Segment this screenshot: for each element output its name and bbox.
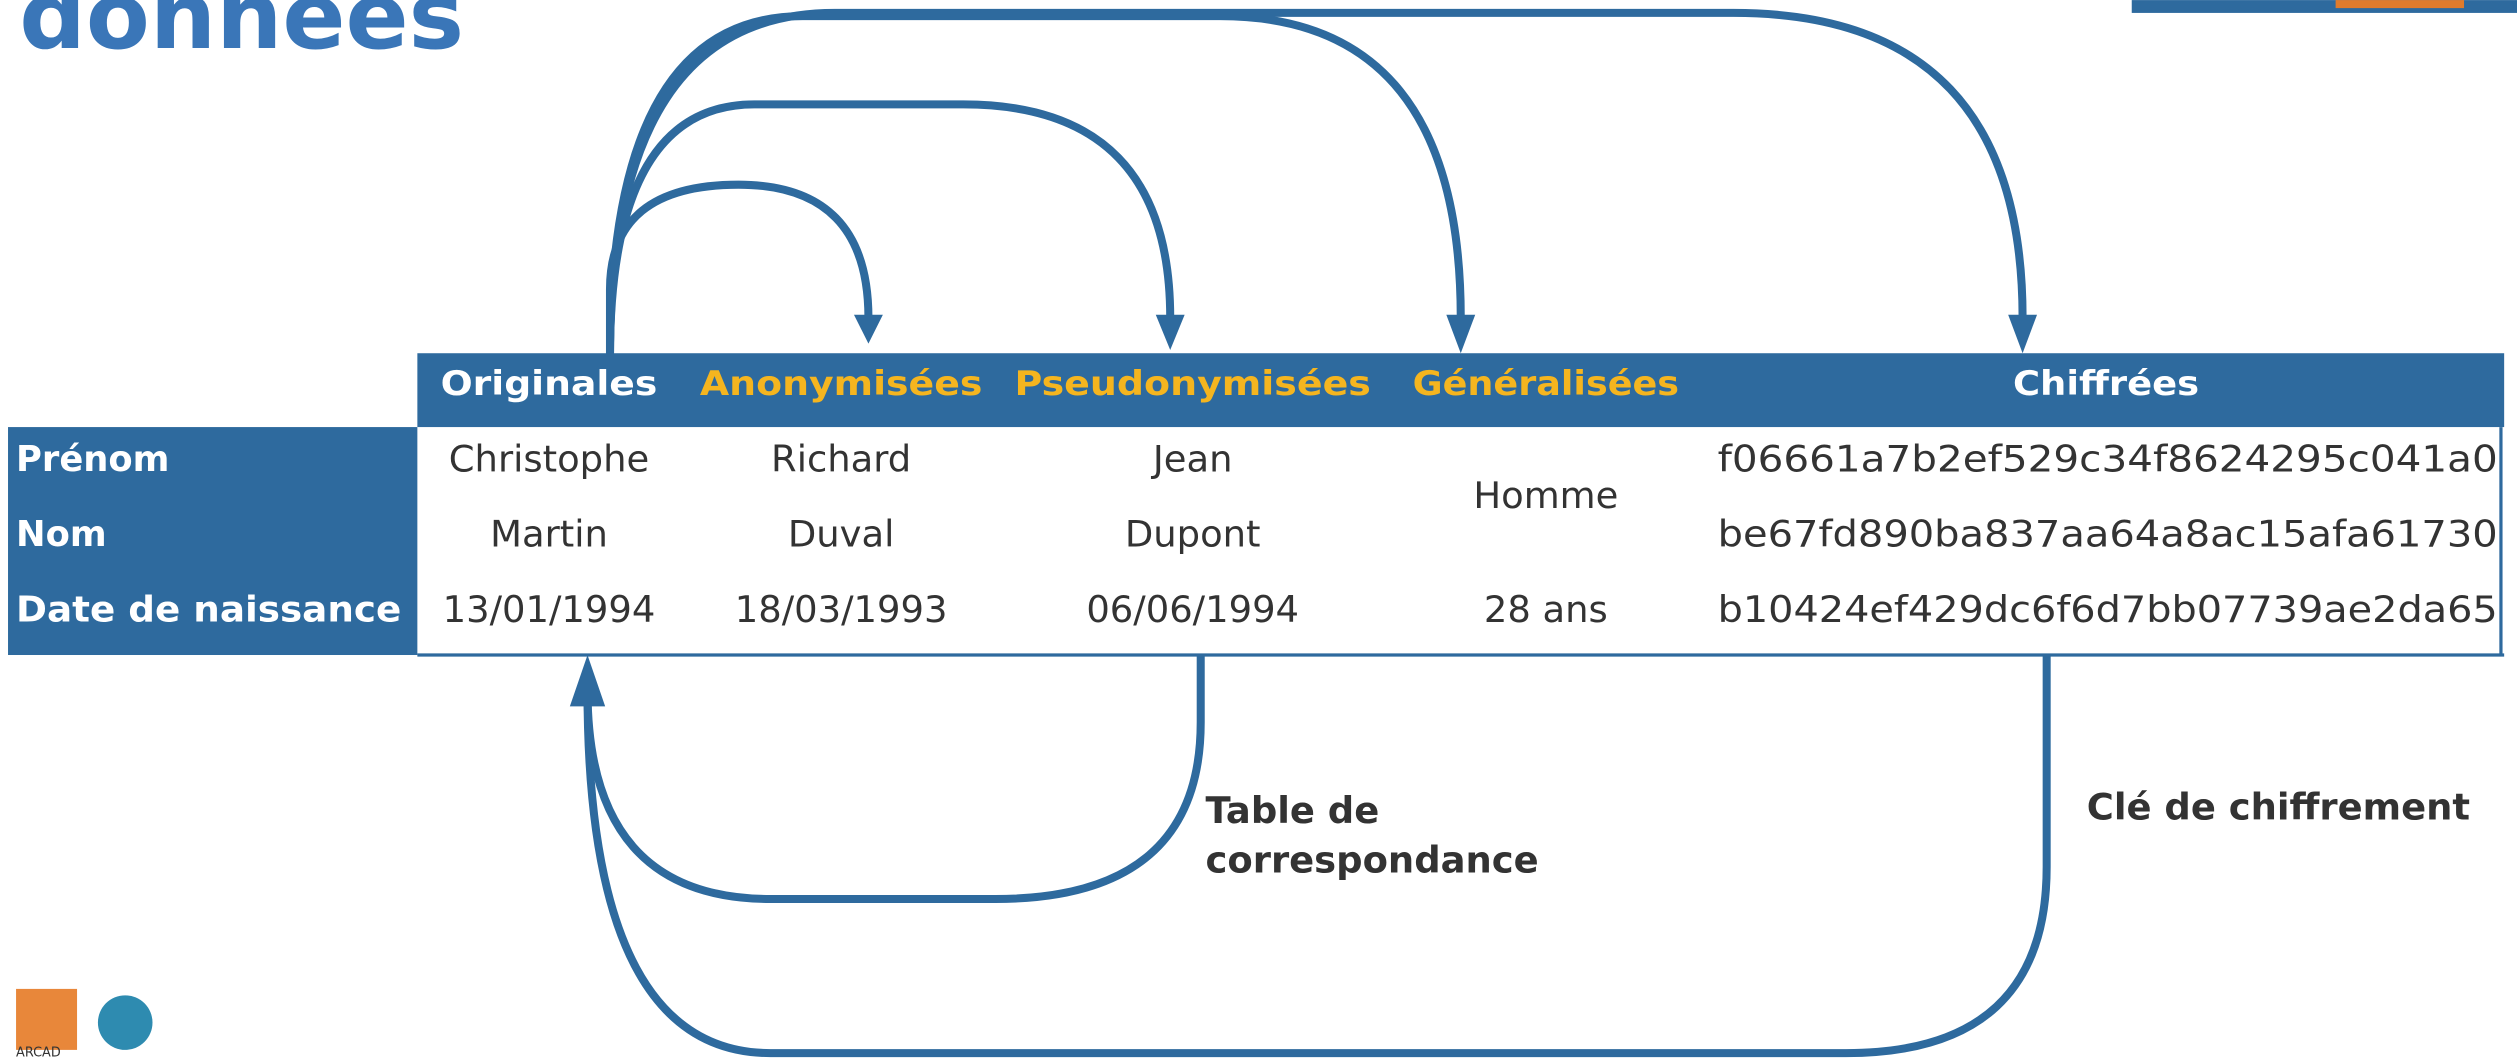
logo [16, 988, 78, 1050]
cell: Jean [1151, 437, 1233, 480]
logo [97, 995, 153, 1050]
column-header: Généralisées [1413, 364, 1679, 403]
column-header: Originales [441, 364, 658, 403]
row-label: Nom [16, 514, 107, 555]
row-label: Date de naissance [16, 590, 401, 631]
cell: Dupont [1125, 513, 1261, 556]
cell: Richard [771, 437, 911, 480]
cell: Christophe [449, 437, 649, 480]
column-header: Anonymisées [700, 364, 983, 403]
cell: f06661a7b2ef529c34f8624295c041a0 [1718, 437, 2498, 480]
column-header: Pseudonymisées [1015, 364, 1371, 403]
logo-label: ARCAD [16, 1046, 61, 1058]
title: données [19, 0, 464, 70]
cell: 06/06/1994 [1086, 588, 1299, 631]
cell: Homme [1473, 474, 1618, 517]
header-row [417, 353, 2505, 428]
cell: Duval [788, 513, 895, 556]
cell: 18/03/1993 [735, 588, 948, 631]
column-header: Chiffrées [2013, 364, 2199, 403]
arrows [569, 8, 2051, 1058]
cell: 28 ans [1484, 588, 1608, 631]
cell: 13/01/1994 [443, 588, 656, 631]
cell: b10424ef429dc6f6d7bb07739ae2da65 [1718, 588, 2498, 631]
annotation: Table de [1206, 789, 1380, 832]
annotation: correspondance [1206, 839, 1539, 882]
decoration [2335, 0, 2465, 9]
annotation: Clé de chiffrement [2087, 786, 2470, 829]
cell: be67fd890ba837aa64a8ac15afa61730 [1718, 513, 2498, 556]
cell: Martin [490, 513, 608, 556]
row-label: Prénom [16, 439, 169, 480]
row-label-column [8, 427, 418, 656]
